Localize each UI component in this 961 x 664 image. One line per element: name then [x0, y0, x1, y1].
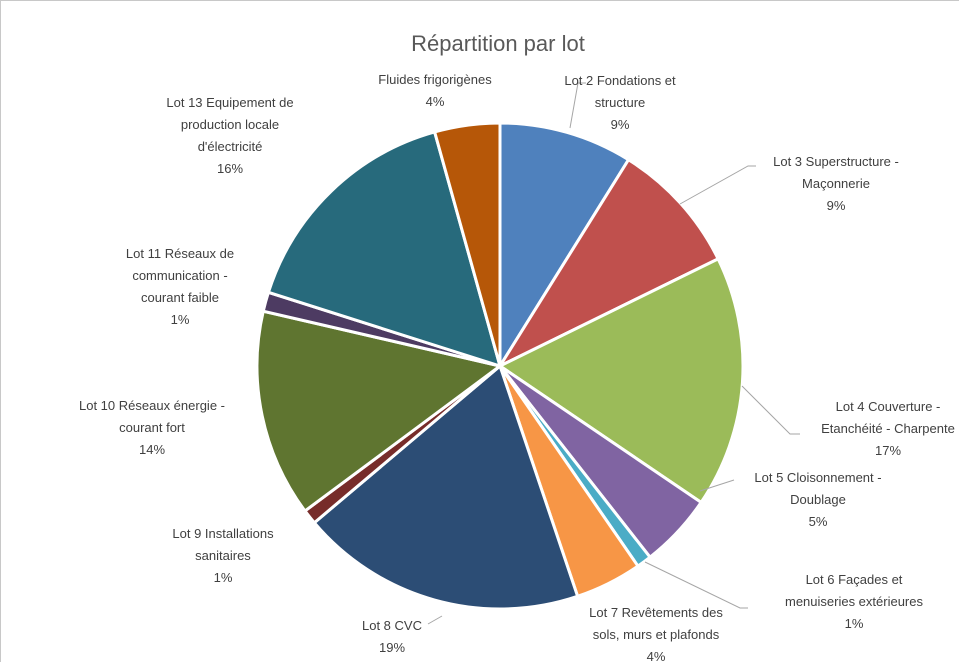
- slice-label: Lot 13 Equipement de production locale d'é…: [166, 95, 293, 176]
- slice-label: Lot 11 Réseaux de communication - courant …: [126, 246, 234, 327]
- slice-percent: 9%: [827, 198, 846, 213]
- slice-label-line: Fluides frigorigènes: [378, 72, 492, 87]
- slice-label-line: Lot 13 Equipement de: [166, 95, 293, 110]
- slice-label-line: Maçonnerie: [802, 176, 870, 191]
- slice-label-line: Lot 5 Cloisonnement -: [754, 470, 881, 485]
- slice-label: Lot 3 Superstructure - Maçonnerie 9%: [773, 154, 899, 213]
- slice-label-line: Etanchéité - Charpente: [821, 421, 955, 436]
- slice-label: Lot 9 Installations sanitaires 1%: [172, 526, 274, 585]
- slice-label-line: Lot 10 Réseaux énergie -: [79, 398, 225, 413]
- slice-percent: 1%: [845, 616, 864, 631]
- leader-line: [569, 82, 586, 129]
- slice-percent: 9%: [611, 117, 630, 132]
- pie-slice: [312, 363, 580, 611]
- slice-percent: 19%: [379, 640, 405, 655]
- pie-slice: [255, 309, 504, 514]
- leader-line: [644, 561, 748, 609]
- slice-percent: 1%: [214, 570, 233, 585]
- slice-percent: 17%: [875, 443, 901, 458]
- slice-label-line: d'électricité: [198, 139, 263, 154]
- slice-label-line: Lot 9 Installations: [172, 526, 274, 541]
- slice-label-line: production locale: [181, 117, 279, 132]
- slice-label-line: communication -: [132, 268, 227, 283]
- slice-label-line: Lot 7 Revêtements des: [589, 605, 723, 620]
- slice-label-line: Lot 11 Réseaux de: [126, 246, 234, 261]
- pie-slice: [497, 256, 745, 505]
- leader-line: [699, 479, 735, 492]
- leader-line: [679, 165, 756, 205]
- slice-label: Fluides frigorigènes 4%: [378, 72, 492, 109]
- slice-label-line: Lot 2 Fondations et: [564, 73, 676, 88]
- slice-label: Lot 2 Fondations et structure 9%: [564, 73, 676, 132]
- slice-label: Lot 4 Couverture - Etanchéité - Charpente…: [821, 399, 955, 458]
- slice-label-line: sols, murs et plafonds: [593, 627, 720, 642]
- slice-label-line: Doublage: [790, 492, 846, 507]
- slice-label-line: sanitaires: [195, 548, 251, 563]
- slice-percent: 16%: [217, 161, 243, 176]
- slice-percent: 14%: [139, 442, 165, 457]
- pie-slices: [255, 121, 745, 611]
- slice-percent: 1%: [171, 312, 190, 327]
- slice-label: Lot 10 Réseaux énergie - courant fort 14%: [79, 398, 225, 457]
- leader-lines: [427, 82, 800, 625]
- slice-label-line: structure: [595, 95, 646, 110]
- slice-label: Lot 8 CVC 19%: [362, 618, 422, 655]
- slice-label-line: Lot 4 Couverture -: [836, 399, 941, 414]
- chart-title: Répartition par lot: [411, 31, 585, 56]
- slice-labels: Lot 2 Fondations et structure 9%Lot 3 Supe…: [79, 72, 955, 664]
- slice-label-line: Lot 6 Façades et: [806, 572, 903, 587]
- pie-slice: [432, 121, 502, 367]
- slice-label-line: menuiseries extérieures: [785, 594, 924, 609]
- slice-label-line: Lot 8 CVC: [362, 618, 422, 633]
- pie-slice: [495, 157, 721, 370]
- slice-label-line: courant faible: [141, 290, 219, 305]
- leader-line: [741, 385, 800, 435]
- slice-label: Lot 7 Revêtements des sols, murs et plafo…: [589, 605, 723, 664]
- slice-percent: 4%: [426, 94, 445, 109]
- pie-slice: [266, 130, 503, 369]
- slice-label: Lot 6 Façades et menuiseries extérieures 1…: [785, 572, 924, 631]
- slice-percent: 5%: [809, 514, 828, 529]
- pie-slice: [498, 121, 631, 372]
- slice-label-line: Lot 3 Superstructure -: [773, 154, 899, 169]
- slice-label-line: courant fort: [119, 420, 185, 435]
- leader-line: [427, 615, 443, 625]
- slice-percent: 4%: [647, 649, 666, 664]
- slice-label: Lot 5 Cloisonnement - Doublage 5%: [754, 470, 881, 529]
